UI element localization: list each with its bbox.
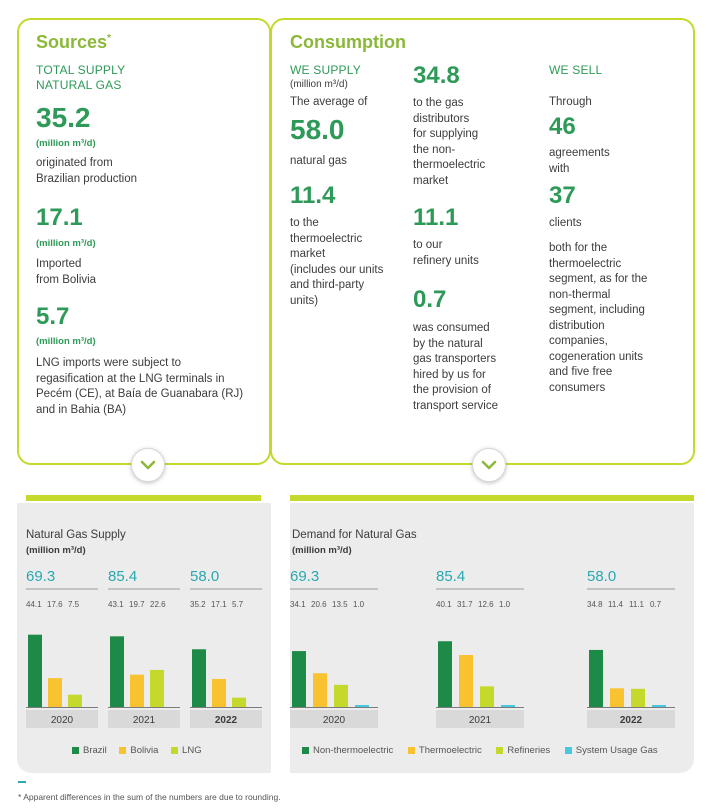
demand-legend: Non-thermoelectric Thermoelectric Refine… — [302, 745, 658, 756]
demand-chart-unit: (million m³/d) — [292, 545, 352, 556]
thermo-desc: to the thermoelectric market (includes our… — [290, 217, 384, 307]
consumption-expand-button[interactable] — [472, 448, 506, 482]
consumption-title: Consumption — [290, 32, 406, 52]
lng-import-unit: (million m³/d) — [36, 336, 96, 347]
sources-expand-button[interactable] — [131, 448, 165, 482]
footnote-marker — [18, 781, 26, 783]
chevron-down-icon — [481, 460, 497, 470]
we-sell-label: WE SELL — [549, 63, 603, 77]
legend-item-lng: LNG — [171, 745, 202, 756]
demand-chart-title: Demand for Natural Gas — [292, 529, 417, 541]
through-text: Through — [549, 96, 592, 108]
bolivia-import-unit: (million m³/d) — [36, 238, 96, 249]
total-supply-label: TOTAL SUPPLY NATURAL GAS — [36, 63, 126, 92]
distrib-value: 34.8 — [413, 62, 460, 89]
legend-item-thermoelectric: Thermoelectric — [407, 745, 482, 756]
supply-chart-unit: (million m³/d) — [26, 545, 86, 556]
refinery-value: 11.1 — [413, 204, 459, 231]
demand-top-bar — [290, 495, 694, 501]
sell-desc: both for the thermoelectric segment, as f… — [549, 242, 648, 394]
legend-item-brazil: Brazil — [72, 745, 107, 756]
legend-item-non-thermoelectric: Non-thermoelectric — [302, 745, 393, 756]
legend-item-bolivia: Bolivia — [119, 745, 158, 756]
refinery-desc: to our refinery units — [413, 239, 479, 267]
brazil-production-unit: (million m³/d) — [36, 138, 96, 149]
legend-item-system-usage-gas: System Usage Gas — [564, 745, 658, 756]
supply-chart-title: Natural Gas Supply — [26, 529, 126, 541]
brazil-production-desc: originated from Brazilian production — [36, 157, 138, 185]
clients-desc: clients — [549, 217, 582, 229]
supply-legend: Brazil Bolivia LNG — [72, 745, 202, 756]
lng-import-value: 5.7 — [36, 303, 70, 330]
average-value: 58.0 — [290, 114, 345, 145]
average-text: The average of — [290, 96, 368, 108]
we-supply-label: WE SUPPLY — [290, 63, 361, 77]
we-supply-unit: (million m³/d) — [290, 79, 348, 90]
thermo-value: 11.4 — [290, 182, 336, 209]
distrib-desc: to the gas distributors for supplying the … — [413, 97, 486, 187]
sources-card — [17, 18, 271, 465]
chevron-down-icon — [140, 460, 156, 470]
transport-desc: was consumed by the natural gas transport… — [413, 322, 499, 412]
bolivia-import-desc: Imported from Bolivia — [36, 258, 97, 286]
brazil-production-value: 35.2 — [36, 102, 91, 133]
legend-item-refineries: Refineries — [496, 745, 550, 756]
lng-import-desc: LNG imports were subject to regasificatio… — [36, 357, 244, 416]
bolivia-import-value: 17.1 — [36, 204, 83, 231]
agreements-value: 46 — [549, 113, 576, 140]
footnote: * Apparent differences in the sum of the… — [18, 792, 281, 802]
consumption-card — [270, 18, 695, 465]
demand-chart-panel — [290, 503, 694, 773]
transport-value: 0.7 — [413, 286, 447, 313]
clients-value: 37 — [549, 182, 576, 209]
agreements-desc: agreements with — [549, 147, 610, 175]
supply-top-bar — [26, 495, 261, 501]
supply-chart-panel — [17, 503, 271, 773]
average-desc: natural gas — [290, 155, 347, 167]
sources-title: Sources* — [36, 32, 111, 52]
